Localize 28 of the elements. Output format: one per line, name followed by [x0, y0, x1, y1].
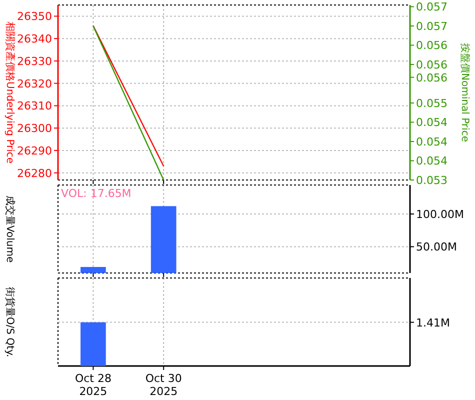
- y-axis-title: 街貨量O/S Qty.: [4, 286, 16, 358]
- ref-line-label: 1.41M: [416, 316, 450, 330]
- y-tick-label: 26290: [17, 144, 52, 158]
- y2-tick-label: 0.057: [416, 0, 448, 14]
- y-tick-label: 26300: [17, 122, 52, 136]
- y2-tick-label: 0.055: [416, 96, 448, 110]
- y-tick-label: 26320: [17, 77, 52, 90]
- x-tick-label: Oct 28 2025: [74, 372, 112, 398]
- y2-axis-title: 按盤價Nominal Price: [459, 43, 471, 142]
- y2-tick-label: 0.054: [416, 154, 448, 168]
- y2-tick-label: 0.054: [416, 116, 448, 130]
- y-tick-label: 26310: [17, 100, 52, 113]
- y-axis-title: 相關資產價格Underlying Price: [4, 21, 16, 164]
- y-tick-label: 26350: [17, 10, 52, 24]
- y2-tick-label: 0.056: [416, 39, 448, 52]
- y2-tick-label: 0.053: [416, 174, 448, 187]
- y2-tick-label: 0.056: [416, 71, 448, 84]
- y2-tick-label: 0.057: [416, 20, 448, 33]
- y-axis-title: 成交量Volume: [4, 195, 16, 263]
- y2-tick-label: 100.00M: [416, 208, 464, 221]
- y2-tick-label: 0.054: [416, 135, 448, 148]
- y2-tick-label: 0.056: [416, 58, 448, 72]
- annotation: VOL: 17.65M: [61, 187, 132, 200]
- y2-tick-label: 50.00M: [416, 240, 457, 254]
- y-tick-label: 26340: [17, 32, 52, 46]
- y-tick-label: 26330: [17, 54, 52, 68]
- x-tick-label: Oct 30 2025: [145, 372, 182, 398]
- y-tick-label: 26280: [17, 166, 52, 180]
